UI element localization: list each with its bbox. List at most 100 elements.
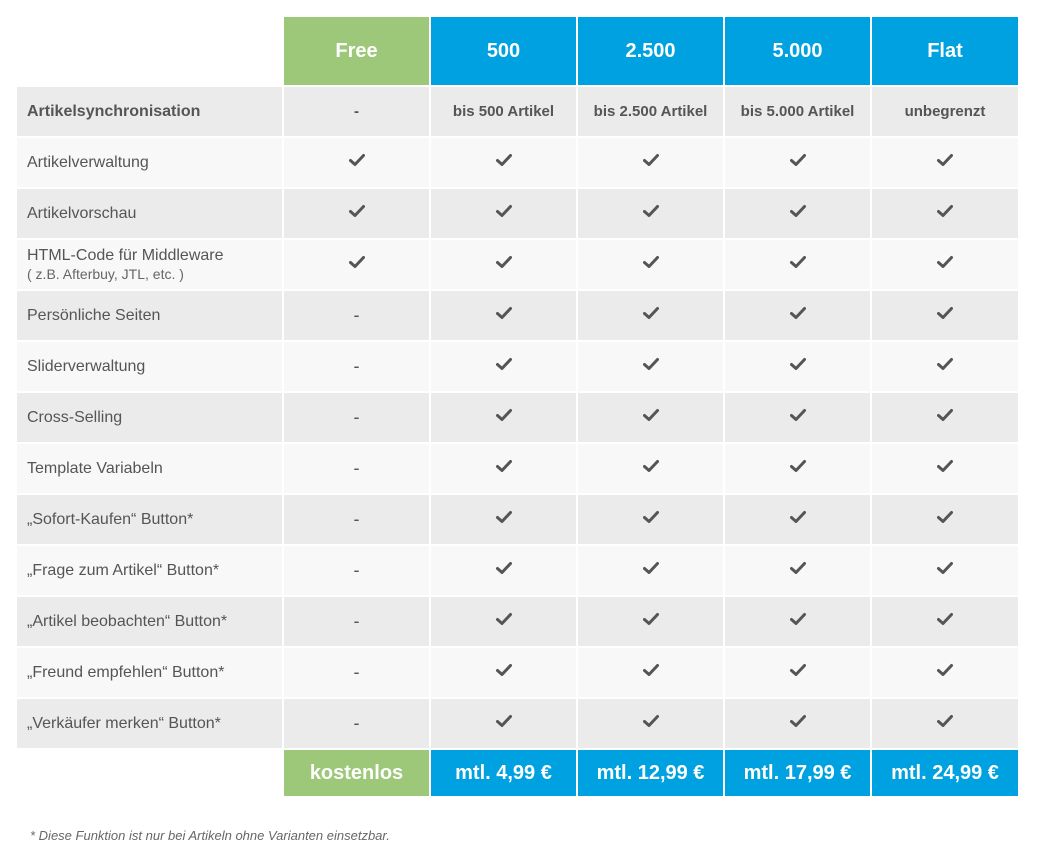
check-icon (642, 408, 659, 427)
feature-cell (725, 597, 872, 648)
feature-cell (578, 291, 725, 342)
dash-mark: - (353, 560, 360, 580)
feature-row: „Sofort-Kaufen“ Button* - (17, 495, 1018, 546)
price-flat[interactable]: mtl. 24,99 € (872, 750, 1018, 798)
feature-cell (284, 189, 431, 240)
feature-cell (725, 189, 872, 240)
feature-cell (578, 240, 725, 291)
check-icon (495, 408, 512, 427)
plan-header-row: Free 500 2.500 5.000 Flat (17, 17, 1018, 87)
feature-cell (725, 546, 872, 597)
dash-mark: - (353, 611, 360, 631)
feature-cell (872, 699, 1018, 750)
feature-cell: - (284, 699, 431, 750)
feature-cell (872, 393, 1018, 444)
dash-mark: - (353, 713, 360, 733)
price-500[interactable]: mtl. 4,99 € (431, 750, 578, 798)
feature-cell (284, 240, 431, 291)
pricing-table: Free 500 2.500 5.000 Flat Artikelsynchro… (17, 17, 1018, 798)
price-blank-cell (17, 750, 284, 798)
feature-cell: - (284, 648, 431, 699)
check-icon (789, 357, 806, 376)
feature-cell (578, 444, 725, 495)
feature-label: Artikelvorschau (17, 189, 284, 240)
feature-cell (725, 648, 872, 699)
feature-row: „Freund empfehlen“ Button* - (17, 648, 1018, 699)
feature-label: Cross-Selling (17, 393, 284, 444)
feature-cell: - (284, 546, 431, 597)
check-icon (789, 255, 806, 274)
feature-row: HTML-Code für Middleware( z.B. Afterbuy,… (17, 240, 1018, 291)
feature-cell (872, 444, 1018, 495)
check-icon (937, 357, 953, 376)
check-icon (937, 204, 953, 223)
feature-row: Persönliche Seiten - (17, 291, 1018, 342)
check-icon (937, 612, 953, 631)
feature-row: Artikelverwaltung (17, 138, 1018, 189)
feature-cell (431, 699, 578, 750)
footnote: * Diese Funktion ist nur bei Artikeln oh… (30, 828, 390, 843)
feature-label: „Sofort-Kaufen“ Button* (17, 495, 284, 546)
feature-cell (284, 138, 431, 189)
feature-cell (431, 240, 578, 291)
check-icon (789, 153, 806, 172)
check-icon (642, 306, 659, 325)
check-icon (789, 663, 806, 682)
check-icon (937, 255, 953, 274)
check-icon (348, 255, 365, 274)
dash-mark: - (353, 305, 360, 325)
feature-label: Sliderverwaltung (17, 342, 284, 393)
feature-label-text: HTML-Code für Middleware (27, 246, 224, 264)
feature-cell (431, 444, 578, 495)
feature-label: „Freund empfehlen“ Button* (17, 648, 284, 699)
feature-label-note: ( z.B. Afterbuy, JTL, etc. ) (27, 265, 184, 282)
feature-cell (578, 648, 725, 699)
plan-header-flat: Flat (872, 17, 1018, 87)
dash-mark: - (353, 509, 360, 529)
feature-cell: - (284, 444, 431, 495)
check-icon (937, 510, 953, 529)
check-icon (642, 153, 659, 172)
plan-header-5000: 5.000 (725, 17, 872, 87)
check-icon (642, 459, 659, 478)
check-icon (642, 612, 659, 631)
check-icon (495, 204, 512, 223)
price-2500[interactable]: mtl. 12,99 € (578, 750, 725, 798)
check-icon (789, 204, 806, 223)
feature-label: „Artikel beobachten“ Button* (17, 597, 284, 648)
check-icon (642, 357, 659, 376)
check-icon (642, 663, 659, 682)
check-icon (789, 459, 806, 478)
check-icon (937, 153, 953, 172)
feature-cell (872, 546, 1018, 597)
feature-cell (725, 393, 872, 444)
sync-label: Artikelsynchronisation (17, 87, 284, 138)
check-icon (937, 408, 953, 427)
feature-label: Artikelverwaltung (17, 138, 284, 189)
feature-cell (431, 648, 578, 699)
feature-label: HTML-Code für Middleware( z.B. Afterbuy,… (17, 240, 284, 291)
feature-cell (431, 597, 578, 648)
check-icon (789, 408, 806, 427)
feature-cell (872, 291, 1018, 342)
price-5000[interactable]: mtl. 17,99 € (725, 750, 872, 798)
sync-value-5000: bis 5.000 Artikel (725, 87, 872, 138)
check-icon (937, 459, 953, 478)
feature-cell (578, 189, 725, 240)
feature-cell (578, 597, 725, 648)
feature-label: Persönliche Seiten (17, 291, 284, 342)
check-icon (495, 663, 512, 682)
sync-value-500: bis 500 Artikel (431, 87, 578, 138)
feature-cell (725, 444, 872, 495)
feature-cell (725, 240, 872, 291)
check-icon (789, 714, 806, 733)
check-icon (495, 306, 512, 325)
check-icon (642, 561, 659, 580)
feature-cell (872, 342, 1018, 393)
feature-cell (725, 342, 872, 393)
feature-cell (872, 189, 1018, 240)
check-icon (348, 153, 365, 172)
plan-header-2500: 2.500 (578, 17, 725, 87)
price-free[interactable]: kostenlos (284, 750, 431, 798)
feature-cell (872, 495, 1018, 546)
